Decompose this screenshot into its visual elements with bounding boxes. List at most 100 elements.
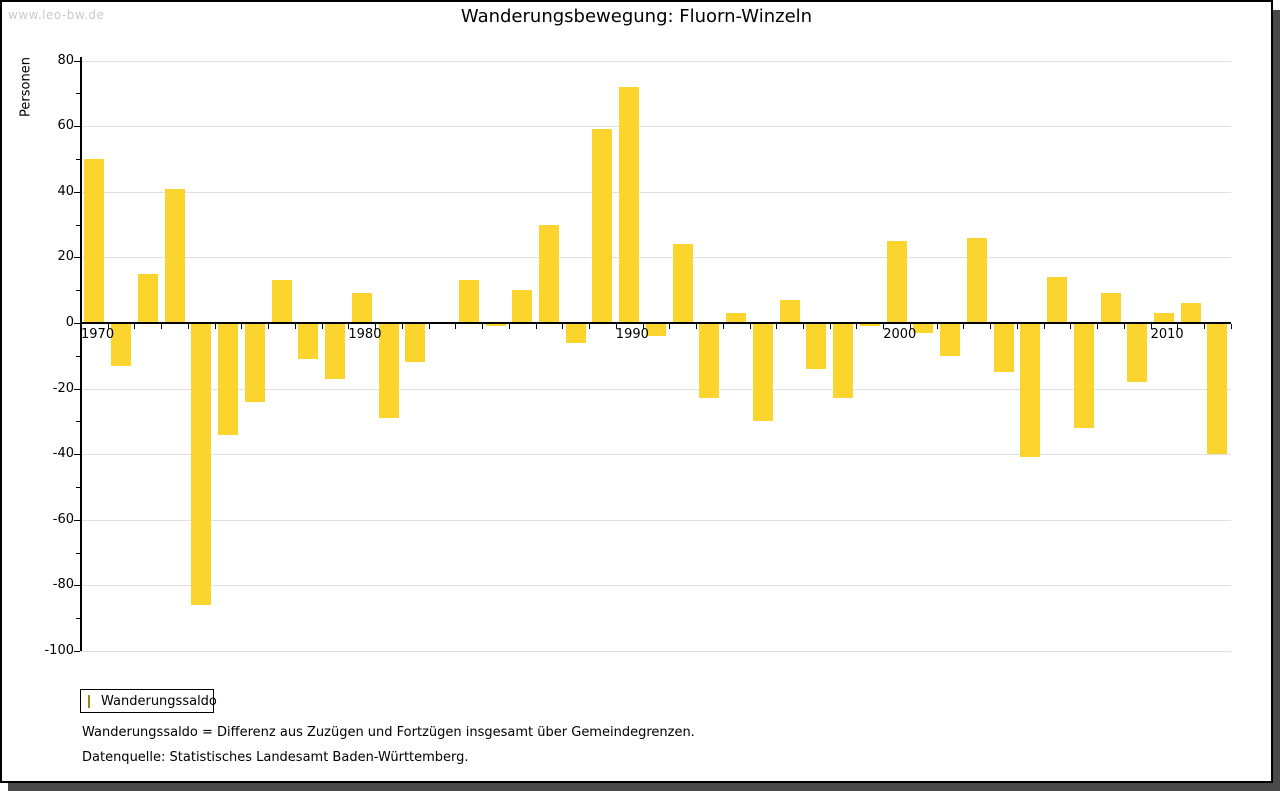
gridline xyxy=(80,61,1231,62)
y-minor-tick xyxy=(76,421,80,422)
gridline xyxy=(80,520,1231,521)
y-tick xyxy=(74,651,80,652)
legend: Wanderungssaldo xyxy=(80,689,217,713)
x-tick xyxy=(294,324,296,329)
x-tick xyxy=(829,324,831,329)
y-tick-label: 20 xyxy=(57,249,74,264)
x-tick xyxy=(348,324,350,329)
bar-1992 xyxy=(672,244,693,323)
x-tick xyxy=(936,324,938,329)
x-tick xyxy=(1070,324,1072,329)
y-tick-label: -80 xyxy=(52,577,74,592)
x-tick xyxy=(81,324,82,329)
x-tick xyxy=(401,324,403,329)
y-tick xyxy=(74,126,80,127)
x-tick xyxy=(455,324,457,329)
x-tick xyxy=(535,324,537,329)
x-tick xyxy=(883,324,885,329)
y-tick-label: -100 xyxy=(44,643,74,658)
bar-1988 xyxy=(565,323,586,343)
bar-1995 xyxy=(752,323,773,422)
x-tick xyxy=(909,324,911,329)
y-minor-tick xyxy=(76,225,80,226)
y-minor-tick xyxy=(76,553,80,554)
x-tick xyxy=(562,324,564,329)
x-tick xyxy=(963,324,965,329)
x-axis-line xyxy=(80,322,1231,324)
legend-label: Wanderungssaldo xyxy=(101,693,217,709)
y-tick xyxy=(74,520,80,521)
x-tick xyxy=(856,324,858,329)
y-minor-tick xyxy=(76,487,80,488)
x-tick xyxy=(1016,324,1018,329)
bar-1978 xyxy=(298,323,319,360)
legend-swatch-icon xyxy=(88,694,90,708)
bar-2001 xyxy=(913,323,934,333)
bar-1975 xyxy=(218,323,239,435)
x-tick-label: 1980 xyxy=(348,327,382,342)
x-tick xyxy=(1150,324,1152,329)
bar-1982 xyxy=(405,323,426,363)
x-tick xyxy=(134,324,136,329)
gridline xyxy=(80,454,1231,455)
x-tick-label: 2000 xyxy=(883,327,917,342)
page-shadow-right xyxy=(1273,10,1280,791)
y-tick xyxy=(74,61,80,62)
x-tick xyxy=(214,324,216,329)
x-tick-label: 1970 xyxy=(81,327,115,342)
bar-1998 xyxy=(833,323,854,399)
watermark: www.leo-bw.de xyxy=(8,8,105,22)
x-tick-label: 1990 xyxy=(615,327,649,342)
x-tick xyxy=(749,324,751,329)
bar-2006 xyxy=(1047,277,1068,323)
x-tick xyxy=(1123,324,1125,329)
gridline xyxy=(80,651,1231,652)
y-minor-tick xyxy=(76,356,80,357)
y-minor-tick xyxy=(76,618,80,619)
y-tick-label: 80 xyxy=(57,53,74,68)
x-tick xyxy=(1097,324,1099,329)
y-minor-tick xyxy=(76,93,80,94)
bar-1989 xyxy=(592,129,613,323)
y-tick-label: 60 xyxy=(57,118,74,133)
bar-1996 xyxy=(779,300,800,323)
bar-1990 xyxy=(619,86,640,323)
bar-1997 xyxy=(806,323,827,369)
x-tick xyxy=(669,324,671,329)
bar-1993 xyxy=(699,323,720,399)
bar-2000 xyxy=(886,241,907,323)
bar-2005 xyxy=(1020,323,1041,458)
bar-1994 xyxy=(726,313,747,323)
bar-1976 xyxy=(244,323,265,402)
gridline xyxy=(80,192,1231,193)
x-tick xyxy=(722,324,724,329)
x-tick xyxy=(1204,324,1206,329)
bar-1984 xyxy=(458,280,479,323)
y-tick-label: -40 xyxy=(52,446,74,461)
gridline xyxy=(80,257,1231,258)
bar-1986 xyxy=(512,290,533,323)
x-tick xyxy=(268,324,270,329)
y-tick-label: -20 xyxy=(52,381,74,396)
y-tick xyxy=(74,585,80,586)
x-tick xyxy=(642,324,644,329)
y-minor-tick xyxy=(76,290,80,291)
bar-1991 xyxy=(645,323,666,337)
x-tick xyxy=(615,324,617,329)
bar-2011 xyxy=(1180,303,1201,323)
bar-1977 xyxy=(271,280,292,323)
bar-1974 xyxy=(191,323,212,606)
x-tick xyxy=(107,324,109,329)
bar-2007 xyxy=(1073,323,1094,428)
y-minor-tick xyxy=(76,159,80,160)
x-tick xyxy=(241,324,243,329)
x-tick xyxy=(482,324,484,329)
bar-1981 xyxy=(378,323,399,419)
page-shadow-bottom xyxy=(8,783,1280,791)
gridline xyxy=(80,126,1231,127)
x-tick xyxy=(1043,324,1045,329)
x-tick xyxy=(589,324,591,329)
gridline xyxy=(80,389,1231,390)
